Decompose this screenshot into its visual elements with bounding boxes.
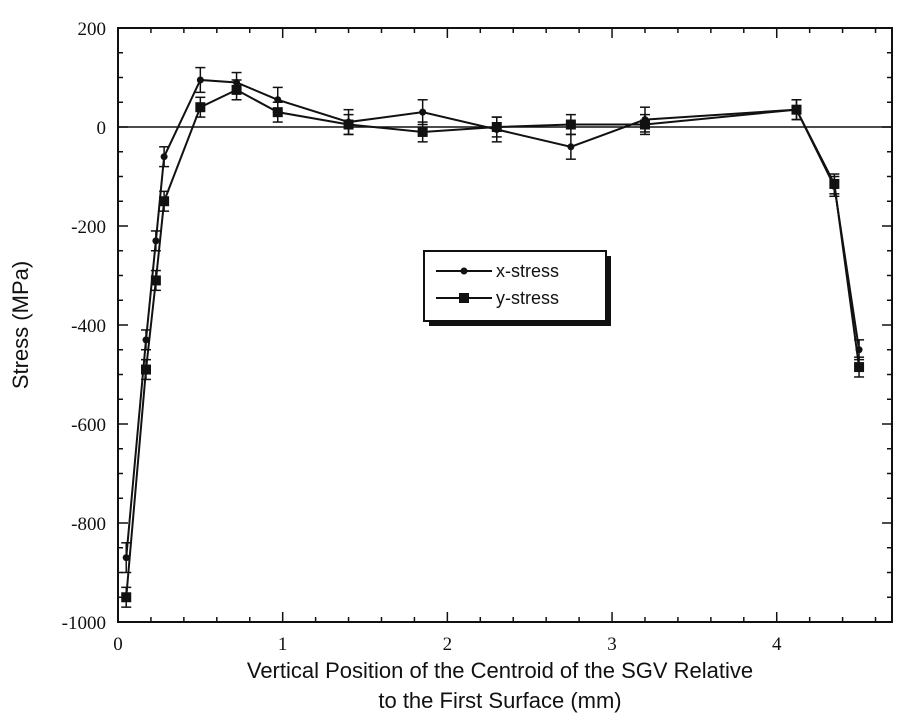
x-tick-label: 0	[113, 634, 123, 655]
data-point-x-stress	[567, 143, 575, 151]
x-tick-label: 2	[443, 634, 453, 655]
data-point-x-stress	[196, 76, 204, 84]
tick-labels: 0 1 2 3 4 200 0 -200 -400 -600 -800 -1000	[62, 19, 782, 655]
x-tick-label: 1	[278, 634, 288, 655]
x-tick-label: 3	[607, 634, 617, 655]
data-point-y-stress	[829, 178, 840, 189]
data-point-y-stress	[272, 107, 283, 118]
y-tick-label: -400	[71, 316, 106, 337]
legend-label-x-stress: x-stress	[496, 261, 559, 281]
data-point-y-stress	[343, 119, 354, 130]
data-point-y-stress	[140, 364, 151, 375]
data-point-x-stress	[152, 237, 160, 245]
data-point-y-stress	[195, 102, 206, 113]
data-point-y-stress	[231, 84, 242, 95]
legend-box	[423, 250, 607, 322]
y-axis-title: Stress (MPa)	[8, 261, 33, 389]
legend: x-stress y-stress	[423, 250, 611, 326]
data-point-x-stress	[142, 336, 150, 344]
legend-label-y-stress: y-stress	[496, 288, 559, 308]
data-point-y-stress	[121, 592, 132, 603]
legend-marker-x-stress	[460, 267, 468, 275]
data-point-y-stress	[159, 196, 170, 207]
y-tick-label: 200	[78, 19, 107, 40]
data-point-y-stress	[854, 362, 865, 373]
data-point-y-stress	[150, 275, 161, 286]
y-tick-label: -800	[71, 514, 106, 535]
y-tick-label: -1000	[62, 613, 106, 634]
x-tick-label: 4	[772, 634, 782, 655]
data-point-y-stress	[491, 122, 502, 132]
y-tick-label: -200	[71, 217, 106, 238]
data-point-y-stress	[417, 126, 428, 137]
x-axis-title-line-1: Vertical Position of the Centroid of the…	[247, 658, 753, 683]
y-tick-label: 0	[97, 118, 107, 139]
data-point-x-stress	[160, 153, 168, 161]
data-point-y-stress	[639, 119, 650, 130]
axis-ticks	[117, 27, 892, 623]
legend-marker-y-stress	[459, 293, 469, 303]
series-line-y-stress	[125, 88, 861, 598]
x-axis-title-line-2: to the First Surface (mm)	[378, 688, 621, 713]
series-layer	[121, 66, 865, 608]
y-tick-label: -600	[71, 415, 106, 436]
data-point-x-stress	[419, 108, 427, 116]
series-y-stress	[121, 79, 865, 608]
data-point-y-stress	[791, 104, 802, 115]
data-point-x-stress	[122, 554, 130, 562]
data-point-y-stress	[565, 119, 576, 130]
